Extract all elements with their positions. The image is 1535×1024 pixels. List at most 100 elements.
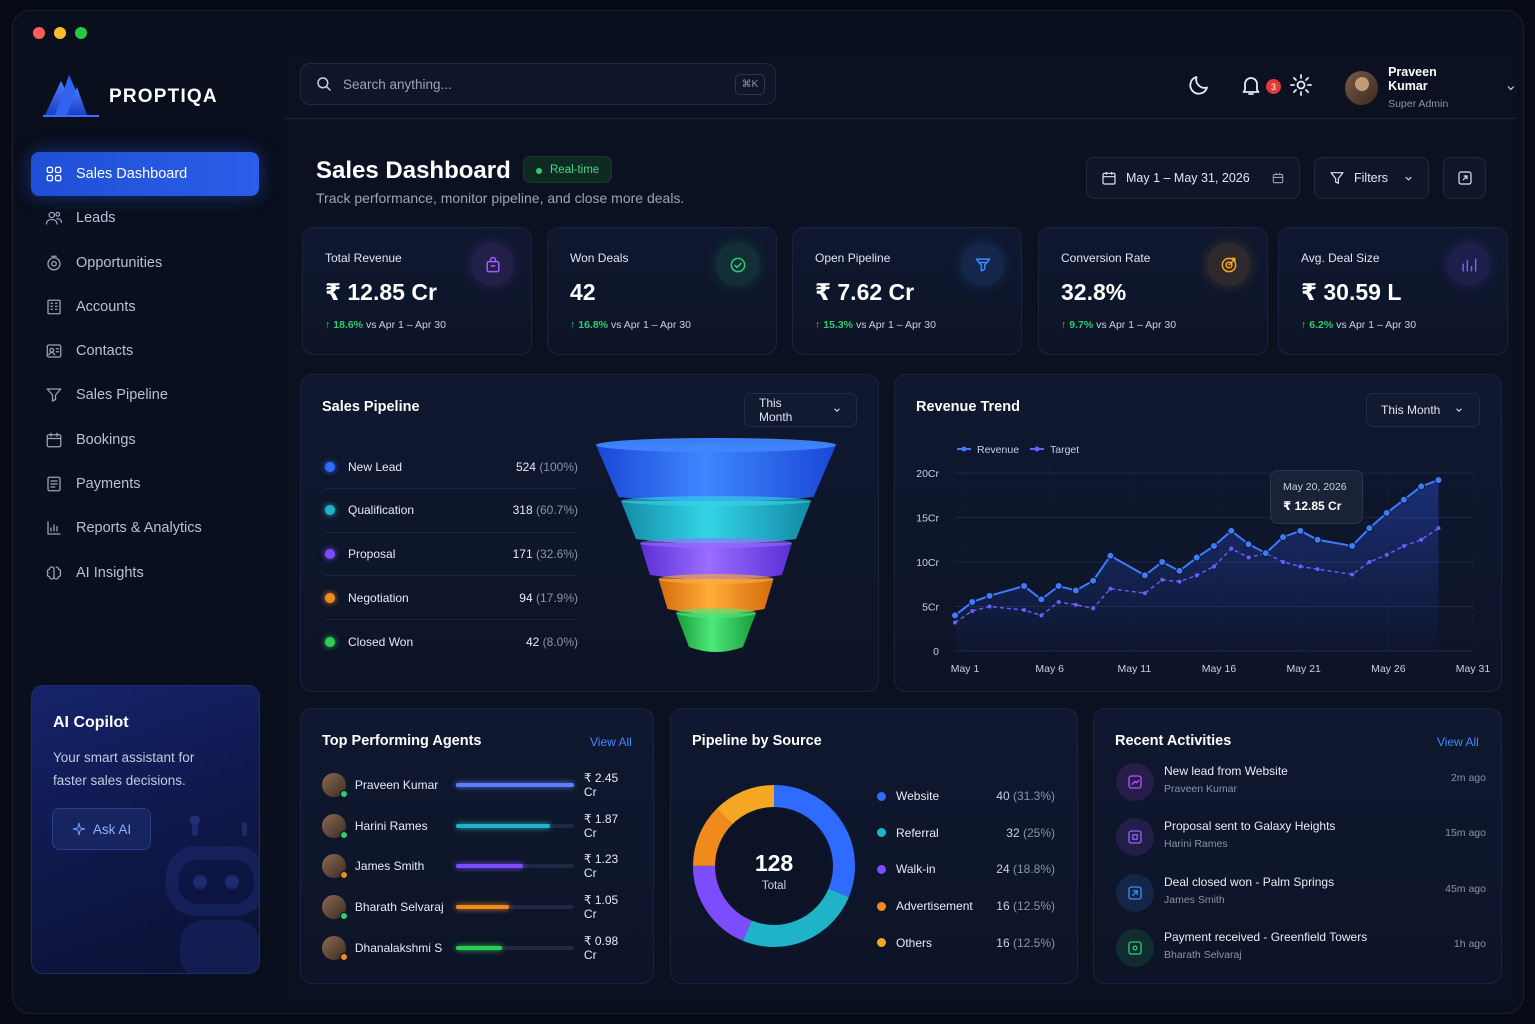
agent-row[interactable]: Praveen Kumar ₹ 2.45 Cr <box>322 771 634 799</box>
grid-icon <box>46 166 62 182</box>
revenue-point[interactable] <box>1227 526 1236 535</box>
revenue-point[interactable] <box>1140 571 1149 580</box>
activity-user: James Smith <box>1164 893 1225 906</box>
ai-brain-icon <box>46 566 62 580</box>
export-button[interactable] <box>1443 157 1486 199</box>
donut-slice-referral[interactable] <box>743 888 849 947</box>
revenue-period-select[interactable]: This Month <box>1366 393 1480 427</box>
activity-user: Praveen Kumar <box>1164 783 1237 795</box>
source-item-walk-in[interactable]: Walk-in 24 (18.8%) <box>877 862 1055 876</box>
revenue-point[interactable] <box>1434 476 1443 485</box>
donut-slice-others[interactable] <box>716 785 775 825</box>
maximize-window-button[interactable] <box>75 27 87 39</box>
revenue-point[interactable] <box>1037 595 1046 604</box>
ask-ai-button[interactable]: Ask AI <box>52 808 151 850</box>
activity-item[interactable]: New lead from Website Praveen Kumar 2m ago <box>1116 763 1486 803</box>
pipeline-period-select[interactable]: This Month <box>744 393 857 427</box>
source-item-others[interactable]: Others 16 (12.5%) <box>877 936 1055 950</box>
donut-slice-advertisement[interactable] <box>693 808 733 867</box>
revenue-point[interactable] <box>1348 541 1357 550</box>
activity-item[interactable]: Proposal sent to Galaxy Heights Harini Ra… <box>1116 818 1486 858</box>
revenue-point[interactable] <box>1192 553 1201 562</box>
agents-view-all-link[interactable]: View All <box>590 735 632 749</box>
revenue-point[interactable] <box>1089 576 1098 585</box>
agent-row[interactable]: Harini Rames ₹ 1.87 Cr <box>322 812 634 840</box>
target-point <box>1436 526 1441 531</box>
revenue-point[interactable] <box>968 598 977 607</box>
revenue-point[interactable] <box>1365 524 1374 533</box>
source-value-wrap: 16 (12.5%) <box>996 899 1055 913</box>
sidebar-item-leads[interactable]: Leads <box>31 196 259 240</box>
revenue-point[interactable] <box>1399 495 1408 504</box>
sidebar-item-sales-dashboard[interactable]: Sales Dashboard <box>31 152 259 196</box>
source-item-advertisement[interactable]: Advertisement 16 (12.5%) <box>877 899 1055 913</box>
kpi-card-conversion-rate: Conversion Rate 32.8% ↑ 9.7% vs Apr 1 – Apr… <box>1038 227 1268 355</box>
kpi-card-won-deals: Won Deals 42 ↑ 16.8% vs Apr 1 – Apr 30 <box>547 227 777 355</box>
revenue-point[interactable] <box>985 591 994 600</box>
revenue-point[interactable] <box>1175 566 1184 575</box>
revenue-point[interactable] <box>1417 482 1426 491</box>
source-value: 40 <box>996 789 1010 803</box>
filters-button[interactable]: Filters <box>1314 157 1429 199</box>
revenue-point[interactable] <box>1210 541 1218 550</box>
pipeline-stage-closed-won[interactable]: Closed Won 42 (8.0%) <box>325 620 578 664</box>
search-input[interactable] <box>343 76 723 92</box>
source-dot <box>877 938 886 948</box>
pipeline-stage-negotiation[interactable]: Negotiation 94 (17.9%) <box>325 576 578 621</box>
status-dot <box>339 912 348 921</box>
stage-value-wrap: 524 (100%) <box>516 460 578 474</box>
agent-row[interactable]: Bharath Selvaraj ₹ 1.05 Cr <box>322 893 634 921</box>
revenue-point[interactable] <box>1382 509 1391 518</box>
activities-view-all-link[interactable]: View All <box>1437 735 1479 749</box>
close-window-button[interactable] <box>33 27 45 39</box>
source-item-referral[interactable]: Referral 32 (25%) <box>877 826 1055 840</box>
revenue-point[interactable] <box>1261 549 1270 558</box>
source-item-website[interactable]: Website 40 (31.3%) <box>877 789 1055 803</box>
date-range-picker[interactable]: May 1 – May 31, 2026 <box>1086 157 1300 199</box>
sidebar-item-payments[interactable]: Payments <box>31 462 259 506</box>
activity-item[interactable]: Payment received - Greenfield Towers Bhar… <box>1116 928 1486 969</box>
sidebar-item-reports-analytics[interactable]: Reports & Analytics <box>31 506 259 550</box>
revenue-point[interactable] <box>951 611 959 620</box>
sidebar-item-accounts[interactable]: Accounts <box>31 285 259 329</box>
ask-ai-label: Ask AI <box>92 821 132 837</box>
chevron-down-icon <box>1405 176 1412 181</box>
agent-row[interactable]: James Smith ₹ 1.23 Cr <box>322 852 634 880</box>
kpi-compare: vs Apr 1 – Apr 30 <box>1096 319 1177 331</box>
sidebar-item-bookings[interactable]: Bookings <box>31 418 259 462</box>
donut-slice-walk-in[interactable] <box>693 865 752 941</box>
settings-icon[interactable] <box>1289 73 1313 97</box>
brand-logo[interactable]: PROPTIQA <box>43 67 218 117</box>
activity-item[interactable]: Deal closed won - Palm Springs James Smit… <box>1116 873 1486 914</box>
revenue-point[interactable] <box>1296 526 1305 535</box>
legend-label: Target <box>1050 444 1079 456</box>
sidebar-item-sales-pipeline[interactable]: Sales Pipeline <box>31 373 259 417</box>
bell-icon[interactable] <box>1239 73 1263 97</box>
revenue-point[interactable] <box>1244 540 1253 549</box>
sidebar-item-opportunities[interactable]: Opportunities <box>31 241 259 285</box>
dark-mode-icon[interactable] <box>1187 73 1211 97</box>
revenue-point[interactable] <box>1071 586 1080 595</box>
copilot-title: AI Copilot <box>53 714 129 731</box>
robot-icon <box>166 816 259 973</box>
revenue-point[interactable] <box>1054 582 1063 591</box>
minimize-window-button[interactable] <box>54 27 66 39</box>
revenue-point[interactable] <box>1106 551 1115 560</box>
revenue-point[interactable] <box>1313 535 1322 544</box>
sidebar-item-ai-insights[interactable]: AI Insights <box>31 551 259 595</box>
y-tick-label: 10Cr <box>916 557 939 569</box>
pipeline-stage-qualification[interactable]: Qualification 318 (60.7%) <box>325 489 578 533</box>
target-point <box>987 604 992 609</box>
pipeline-stage-new-lead[interactable]: New Lead 524 (100%) <box>325 445 578 489</box>
revenue-point[interactable] <box>1279 533 1288 542</box>
target-point <box>1177 579 1182 584</box>
agent-row[interactable]: Dhanalakshmi S ₹ 0.98 Cr <box>322 934 634 962</box>
revenue-point[interactable] <box>1158 558 1167 566</box>
user-menu[interactable]: Praveen Kumar Super Admin <box>1345 65 1517 110</box>
pipeline-stage-proposal[interactable]: Proposal 171 (32.6%) <box>325 532 578 577</box>
sidebar-item-contacts[interactable]: Contacts <box>31 329 259 373</box>
recent-activities-card: Recent Activities View All New lead from… <box>1093 708 1502 984</box>
search-bar[interactable]: ⌘K <box>300 63 776 105</box>
revenue-point[interactable] <box>1020 582 1029 591</box>
donut-slice-website[interactable] <box>773 785 855 898</box>
